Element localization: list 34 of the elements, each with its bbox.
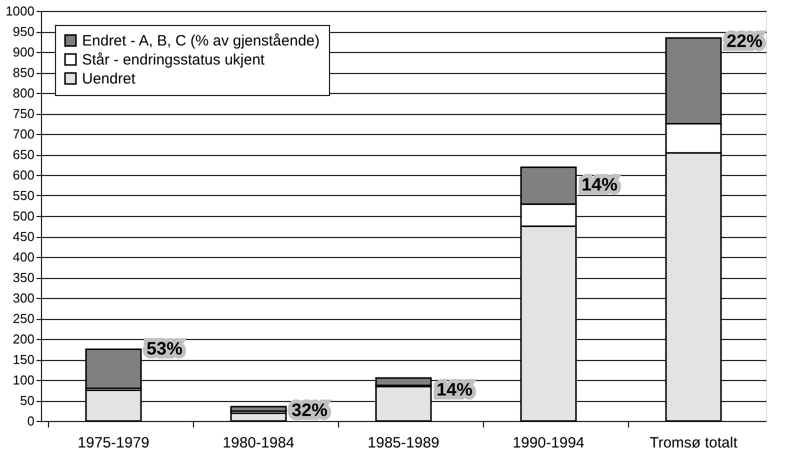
- y-tick-label: 200: [12, 332, 34, 346]
- y-tick-label: 700: [12, 126, 34, 142]
- y-tick-label: 500: [12, 208, 34, 224]
- y-tick-label: 400: [12, 250, 34, 264]
- x-tick-label: 1980-1984: [222, 434, 294, 452]
- legend-label: Står - endringsstatus ukjent: [82, 52, 266, 68]
- y-tick-label: 1000: [6, 4, 34, 18]
- y-tick-label: 150: [12, 352, 34, 367]
- y-tick-label: 600: [12, 168, 34, 182]
- y-tick-label: 650: [12, 147, 34, 162]
- legend-label: Uendret: [82, 70, 136, 88]
- y-tick-label: 300: [12, 290, 34, 306]
- y-tick-label: 100: [12, 372, 34, 388]
- y-tick-label: 350: [12, 270, 34, 285]
- x-tick-label: Tromsø totalt: [650, 434, 738, 452]
- x-tick-label: 1990-1994: [512, 434, 584, 452]
- annotation: 22%: [726, 30, 763, 51]
- y-tick-label: 0: [27, 414, 34, 428]
- y-tick-label: 250: [12, 311, 34, 326]
- annotation: 32%: [292, 400, 328, 420]
- x-tick-label: 1975-1979: [78, 434, 150, 452]
- annotation: 14%: [582, 174, 618, 194]
- y-tick-label: 950: [12, 24, 34, 39]
- y-tick-label: 850: [12, 65, 34, 80]
- annotation: 53%: [146, 338, 183, 358]
- x-tick-label: 1985-1989: [368, 434, 440, 452]
- y-tick-label: 750: [12, 106, 34, 121]
- annotation: 14%: [436, 379, 473, 400]
- legend-label: Endret - A, B, C (% av gjenstående): [82, 32, 320, 50]
- y-tick-label: 450: [12, 229, 34, 244]
- y-tick-label: 50: [20, 393, 34, 408]
- y-tick-label: 800: [12, 86, 34, 100]
- y-tick-label: 550: [12, 188, 34, 203]
- y-tick-label: 900: [12, 44, 34, 60]
